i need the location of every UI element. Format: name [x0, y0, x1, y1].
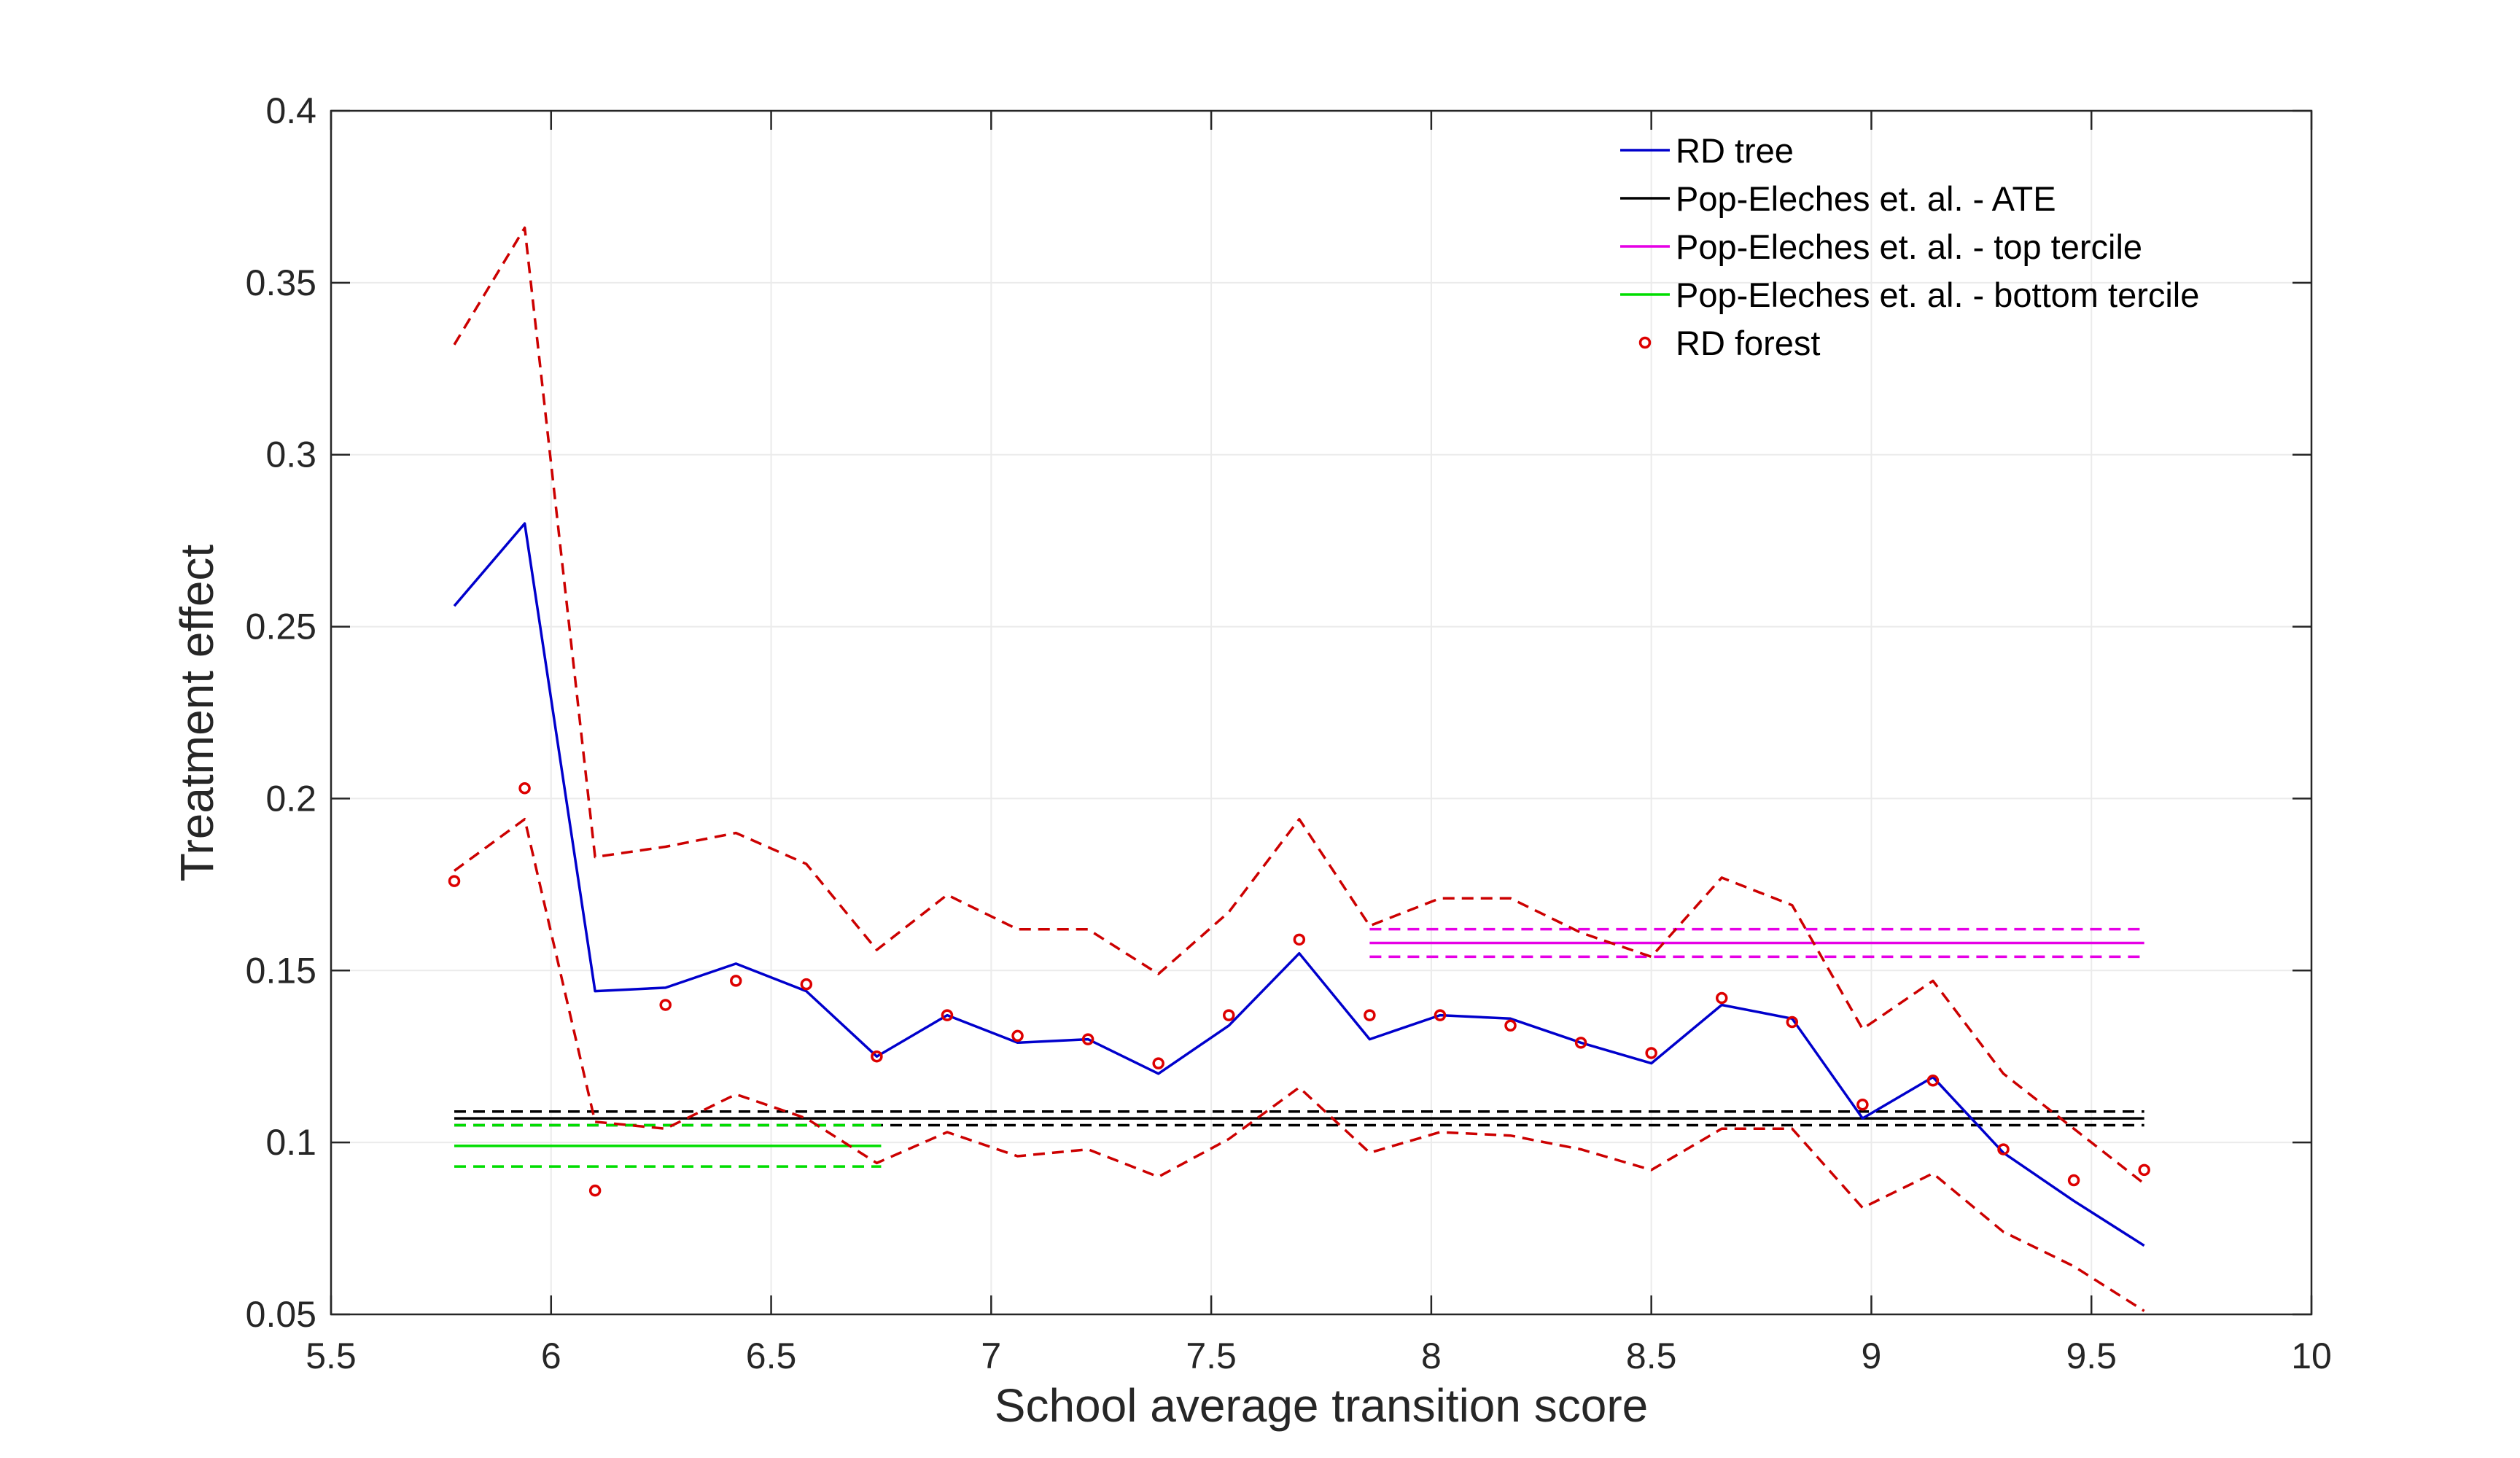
rd-forest-marker	[2138, 1163, 2150, 1177]
series	[453, 226, 2145, 1312]
legend-label-rd-tree: RD tree	[1676, 131, 1794, 170]
axes-background	[331, 111, 2311, 1314]
x-tick-label: 6.5	[746, 1336, 797, 1376]
rd-forest-marker	[1434, 1009, 1447, 1021]
x-tick-label: 10	[2291, 1336, 2332, 1376]
rd-forest-marker	[800, 978, 813, 991]
legend-swatch-rd-forest	[1638, 336, 1652, 349]
rd-forest-marker	[1223, 1009, 1235, 1021]
legend-label-pop-eleches-et-al-top-tercile: Pop-Eleches et. al. - top tercile	[1676, 227, 2142, 266]
rd-forest-marker	[1504, 1019, 1517, 1032]
y-axis-label: Treatment effect	[171, 545, 223, 882]
ticks	[330, 109, 2313, 1316]
rd-forest-marker	[1926, 1074, 1940, 1087]
y-tick-label: 0.35	[246, 262, 316, 303]
legend: RD tree Pop-Eleches et. al. - ATE Pop-Elec…	[1620, 131, 2199, 362]
legend-label-rd-forest: RD forest	[1676, 324, 1821, 362]
rd-forest-marker	[1715, 991, 1728, 1005]
rd-forest-marker	[1152, 1057, 1164, 1069]
y-tick-label: 0.05	[246, 1294, 316, 1335]
x-tick-label: 9.5	[2066, 1336, 2117, 1376]
y-tick-label: 0.4	[265, 90, 316, 131]
y-tick-label: 0.15	[246, 950, 316, 991]
rd-forest-marker	[1081, 1033, 1094, 1045]
x-tick-labels: 5.5 6 6.5 7 7.5 8 8.5 9 9.5 10	[306, 1336, 2332, 1376]
rd-forest-marker	[941, 1009, 954, 1021]
rd-forest-marker	[1786, 1015, 1799, 1029]
legend-label-pop-eleches-et-al-ate: Pop-Eleches et. al. - ATE	[1676, 179, 2056, 218]
x-tick-label: 7	[981, 1336, 1001, 1376]
y-tick-labels: 0.05 0.1 0.15 0.2 0.25 0.3 0.35 0.4	[246, 90, 316, 1335]
x-tick-label: 5.5	[306, 1336, 357, 1376]
rd-forest-markers	[448, 782, 2150, 1197]
rd-forest-marker	[1364, 1009, 1376, 1021]
x-tick-label: 8.5	[1626, 1336, 1677, 1376]
rd-tree-upper-ci-line	[453, 226, 2145, 1185]
rd-forest-marker	[518, 782, 531, 795]
y-tick-label: 0.3	[265, 434, 316, 475]
plot-area	[330, 109, 2313, 1316]
x-tick-label: 8	[1421, 1336, 1442, 1376]
y-tick-label: 0.1	[265, 1122, 316, 1163]
x-tick-label: 7.5	[1186, 1336, 1237, 1376]
x-tick-label: 6	[541, 1336, 561, 1376]
rd-forest-marker	[871, 1050, 883, 1063]
legend-label-pop-eleches-et-al-bottom-tercile: Pop-Eleches et. al. - bottom tercile	[1676, 276, 2199, 314]
rd-forest-marker	[1997, 1143, 2010, 1155]
rd-forest-marker	[1293, 933, 1306, 946]
rd-forest-marker	[588, 1184, 602, 1197]
rd-forest-marker	[730, 975, 742, 987]
rd-forest-marker	[1011, 1029, 1024, 1042]
axes-box	[330, 109, 2313, 1316]
x-tick-label: 9	[1862, 1336, 1882, 1376]
rd-forest-marker	[1856, 1099, 1869, 1111]
rd-forest-marker	[659, 999, 672, 1011]
rd-tree-line	[453, 522, 2145, 1247]
y-tick-label: 0.25	[246, 607, 316, 647]
rd-forest-marker	[448, 875, 461, 887]
y-tick-label: 0.2	[265, 778, 316, 819]
rd-forest-marker	[1574, 1037, 1587, 1049]
rd-forest-marker	[2067, 1174, 2080, 1187]
rd-forest-marker	[1645, 1047, 1657, 1059]
x-axis-label: School average transition score	[995, 1379, 1649, 1432]
